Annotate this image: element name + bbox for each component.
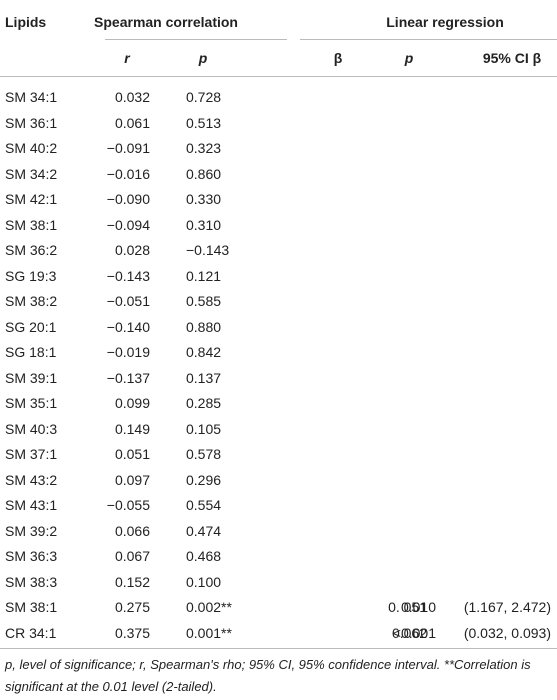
cell-value: 0.097 [114, 471, 150, 488]
cell-value: 0.468 [186, 548, 222, 564]
cell-value: 0.032 [114, 89, 150, 105]
row-label: SM 36:2 [5, 242, 58, 258]
cell-value: 0.100 [186, 573, 222, 590]
row-label: SM 38:1 [5, 216, 58, 233]
cell-value: <0.001 [392, 624, 436, 641]
row-label: SM 39:2 [5, 522, 58, 539]
cell-value: 0.296 [186, 471, 222, 488]
cell-value: −0.143 [106, 267, 150, 284]
cell-value: 0.001** [186, 624, 232, 641]
row-label: SM 40:2 [5, 140, 58, 156]
row-label: SM 36:3 [5, 548, 58, 564]
cell-value: 0.375 [114, 624, 150, 641]
cell-value: −0.137 [106, 369, 150, 386]
cell-value: 0.842 [186, 344, 222, 360]
cell-value: 0.051 [114, 446, 150, 462]
cell-value: −0.055 [106, 497, 150, 513]
row-label: SM 39:1 [5, 369, 58, 386]
cell-value: 0. 051 [388, 599, 427, 615]
row-label: SM 43:1 [5, 497, 58, 513]
header-rule [105, 39, 287, 40]
row-label: SM 40:3 [5, 420, 58, 437]
cell-value: 0.513 [186, 114, 222, 131]
row-label: CR 34:1 [5, 624, 57, 641]
cell-value: 0.010 [400, 599, 436, 615]
cell-value: −0.140 [106, 318, 150, 335]
cell-value: 0.330 [186, 191, 222, 207]
cell-value: −0.019 [106, 344, 150, 360]
cell-value: 0.062 [391, 624, 427, 641]
column-header: Linear regression [386, 14, 504, 30]
cell-value: −0.143 [186, 242, 230, 258]
bottom-rule [0, 648, 557, 649]
header-rule [300, 39, 557, 40]
sub-header: p [404, 50, 414, 66]
row-label: SG 19:3 [5, 267, 57, 284]
row-label: SM 38:1 [5, 599, 58, 615]
cell-value: 0.137 [186, 369, 222, 386]
row-label: SM 34:1 [5, 89, 58, 105]
sub-header: r [124, 50, 130, 66]
cell-value: 0.066 [114, 522, 150, 539]
cell-value: 0.067 [114, 548, 150, 564]
cell-value: 0.880 [186, 318, 222, 335]
cell-value: 0.028 [114, 242, 150, 258]
cell-value: −0.051 [106, 293, 150, 309]
cell-value: 0.121 [186, 267, 222, 284]
footnote: p, level of significance; r, Spearman's … [5, 657, 531, 694]
cell-value: −0.094 [106, 216, 150, 233]
cell-value: −0.016 [106, 165, 150, 182]
row-label: SM 34:2 [5, 165, 58, 182]
cell-value: 0.152 [114, 573, 150, 590]
cell-value: 0.002** [186, 599, 232, 615]
cell-value: (1.167, 2.472) [463, 599, 551, 615]
cell-value: −0.090 [106, 191, 150, 207]
cell-value: 0.860 [186, 165, 222, 182]
row-label: SM 43:2 [5, 471, 58, 488]
cell-value: 0.554 [186, 497, 222, 513]
row-label: SM 42:1 [5, 191, 58, 207]
cell-value: 0.323 [186, 140, 222, 156]
cell-value: 0.285 [186, 395, 222, 411]
cell-value: −0.091 [106, 140, 150, 156]
row-label: SM 36:1 [5, 114, 58, 131]
row-label: SM 38:3 [5, 573, 58, 590]
cell-value: 0.578 [186, 446, 222, 462]
cell-value: 0.099 [114, 395, 150, 411]
cell-value: (0.032, 0.093) [463, 624, 551, 641]
cell-value: 0.105 [186, 420, 222, 437]
column-header: Spearman correlation [94, 14, 238, 30]
header-rule [0, 76, 557, 77]
row-label: SG 20:1 [5, 318, 57, 335]
cell-value: 0.728 [186, 89, 222, 105]
row-label: SM 38:2 [5, 293, 58, 309]
cell-value: 0.061 [114, 114, 150, 131]
row-label: SM 37:1 [5, 446, 58, 462]
sub-header: β [333, 50, 343, 66]
column-header: Lipids [5, 14, 47, 30]
cell-value: 0.474 [186, 522, 222, 539]
cell-value: 0.310 [186, 216, 222, 233]
cell-value: 0.585 [186, 293, 222, 309]
cell-value: 0.149 [114, 420, 150, 437]
cell-value: 0.275 [114, 599, 150, 615]
row-label: SM 35:1 [5, 395, 58, 411]
row-label: SG 18:1 [5, 344, 57, 360]
sub-header: p [198, 50, 208, 66]
sub-header: 95% CI β [482, 50, 542, 66]
